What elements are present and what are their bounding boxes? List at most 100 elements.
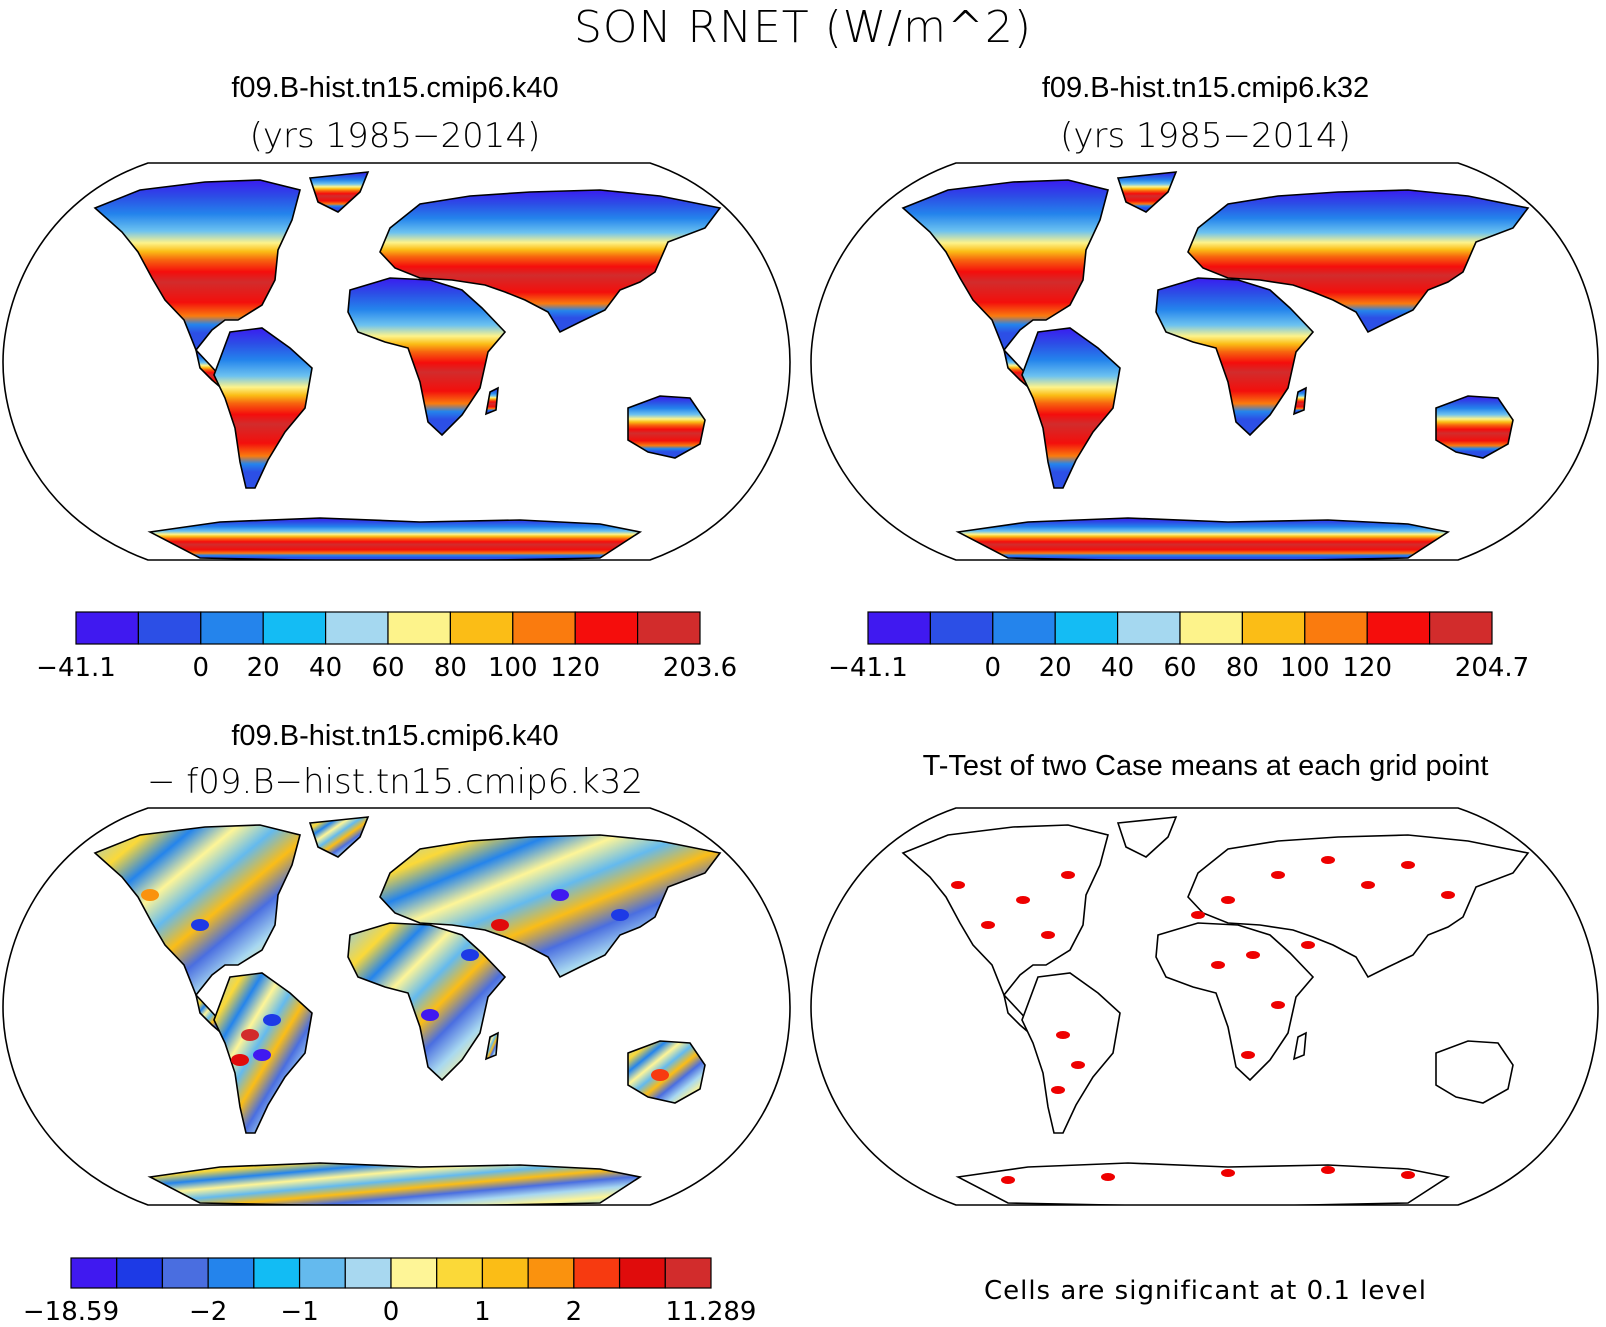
panel2-map xyxy=(810,162,1599,561)
anomaly-patch xyxy=(491,919,509,931)
colorbar-label: 0 xyxy=(193,653,210,683)
anomaly-patch xyxy=(461,949,479,961)
significant-cell xyxy=(1221,1169,1235,1177)
colorbar-label: −41.1 xyxy=(828,653,908,683)
significant-cell xyxy=(1041,931,1055,939)
significant-cell xyxy=(1016,896,1030,904)
panel2-subtitle: (yrs 1985−2014) xyxy=(1060,116,1351,156)
anomaly-patch xyxy=(141,889,159,901)
greenland-landmass xyxy=(308,171,370,213)
colorbar-label: −2 xyxy=(189,1297,227,1327)
significant-cell xyxy=(1271,1001,1285,1009)
colorbar-swatch xyxy=(664,1257,712,1289)
madagascar-landmass xyxy=(1292,386,1307,416)
significant-cell xyxy=(951,881,965,889)
colorbar-swatch xyxy=(527,1257,575,1289)
anomaly-patch xyxy=(231,1054,249,1066)
south-america-landmass xyxy=(1021,972,1121,1134)
colorbar-swatch xyxy=(344,1257,392,1289)
significant-cell xyxy=(1071,1061,1085,1069)
colorbar-label: 20 xyxy=(247,653,280,683)
significant-cell xyxy=(1241,1051,1255,1059)
significant-cell xyxy=(1061,871,1075,879)
colorbar-swatch xyxy=(636,611,701,645)
colorbar-swatch xyxy=(161,1257,209,1289)
panel4-title: T-Test of two Case means at each grid po… xyxy=(922,750,1489,782)
colorbar-swatch xyxy=(1179,611,1244,645)
colorbar-swatch xyxy=(1117,611,1181,645)
panel1-map xyxy=(2,162,791,561)
colorbar-swatch xyxy=(512,611,576,645)
significant-cell xyxy=(1401,861,1415,869)
anomaly-patch xyxy=(263,1014,281,1026)
anomaly-patch xyxy=(253,1049,271,1061)
map-border xyxy=(810,162,1599,561)
south-america-landmass xyxy=(1021,327,1121,489)
anomaly-patch xyxy=(241,1029,259,1041)
colorbar-swatch xyxy=(1054,611,1119,645)
panel3-title: f09.B-hist.tn15.cmip6.k40 xyxy=(231,720,559,752)
significant-cell xyxy=(1001,1176,1015,1184)
colorbar-label: 120 xyxy=(550,653,600,683)
colorbar-swatch xyxy=(436,1257,484,1289)
africa-landmass xyxy=(1155,922,1315,1082)
colorbar-label: 60 xyxy=(1163,653,1196,683)
colorbar-label: 2 xyxy=(566,1297,583,1327)
anomaly-patch xyxy=(421,1009,439,1021)
australia-landmass xyxy=(627,395,706,459)
colorbar-label: 11.289 xyxy=(666,1297,757,1327)
colorbar-swatch xyxy=(325,611,389,645)
map-border xyxy=(2,807,791,1206)
panel1-colorbar: −41.1 0 20 40 60 80 100 120 203.6 xyxy=(36,611,737,683)
panel3-map xyxy=(2,807,791,1206)
colorbar-label: 40 xyxy=(309,653,342,683)
colorbar-label: 203.6 xyxy=(663,653,737,683)
panel2-title: f09.B-hist.tn15.cmip6.k32 xyxy=(1041,72,1370,104)
colorbar-swatch xyxy=(992,611,1056,645)
colorbar-swatch xyxy=(75,611,140,645)
colorbar-swatch xyxy=(116,1257,164,1289)
africa-landmass xyxy=(347,277,507,437)
colorbar-label: 0 xyxy=(383,1297,400,1327)
antarctica-landmass xyxy=(147,517,643,560)
colorbar-swatch xyxy=(867,611,932,645)
north-america-landmass xyxy=(901,179,1109,352)
anomaly-patch xyxy=(551,889,569,901)
significant-cell xyxy=(1441,891,1455,899)
africa-landmass xyxy=(1155,277,1315,437)
significant-cell xyxy=(1401,1171,1415,1179)
colorbar-swatch xyxy=(298,1257,346,1289)
north-america-landmass xyxy=(901,824,1109,997)
colorbar-swatch xyxy=(1428,611,1493,645)
significant-cell xyxy=(1361,881,1375,889)
significant-cell xyxy=(1101,1173,1115,1181)
greenland-landmass xyxy=(308,816,370,858)
colorbar-label: 204.7 xyxy=(1455,653,1529,683)
colorbar-swatch xyxy=(574,611,639,645)
colorbar-label: −18.59 xyxy=(23,1297,119,1327)
panel2-colorbar: −41.1 0 20 40 60 80 100 120 204.7 xyxy=(828,611,1529,683)
panel1-subtitle: (yrs 1985−2014) xyxy=(249,116,541,156)
antarctica-landmass xyxy=(955,517,1451,560)
eurasia-landmass xyxy=(379,834,722,979)
significant-cell xyxy=(1271,871,1285,879)
colorbar-swatch xyxy=(70,1257,118,1289)
colorbar-swatch xyxy=(1366,611,1431,645)
significance-note: Cells are significant at 0.1 level xyxy=(983,1276,1428,1306)
antarctica-landmass xyxy=(147,1162,643,1205)
colorbar-swatch xyxy=(387,611,452,645)
madagascar-landmass xyxy=(484,1031,499,1061)
colorbar-label: 80 xyxy=(1226,653,1259,683)
significant-cell xyxy=(1191,911,1205,919)
colorbar-label: 60 xyxy=(371,653,404,683)
colorbar-label: 1 xyxy=(474,1297,491,1327)
anomaly-patch xyxy=(611,909,629,921)
significant-cell xyxy=(981,921,995,929)
greenland-landmass xyxy=(1116,816,1178,858)
panel3-subtitle: − f09.B−hist.tn15.cmip6.k32 xyxy=(146,762,644,802)
madagascar-landmass xyxy=(1292,1031,1307,1061)
panel1-title: f09.B-hist.tn15.cmip6.k40 xyxy=(231,72,559,104)
south-america-landmass xyxy=(213,327,313,489)
colorbar-label: 100 xyxy=(1280,653,1330,683)
colorbar-swatch xyxy=(481,1257,529,1289)
